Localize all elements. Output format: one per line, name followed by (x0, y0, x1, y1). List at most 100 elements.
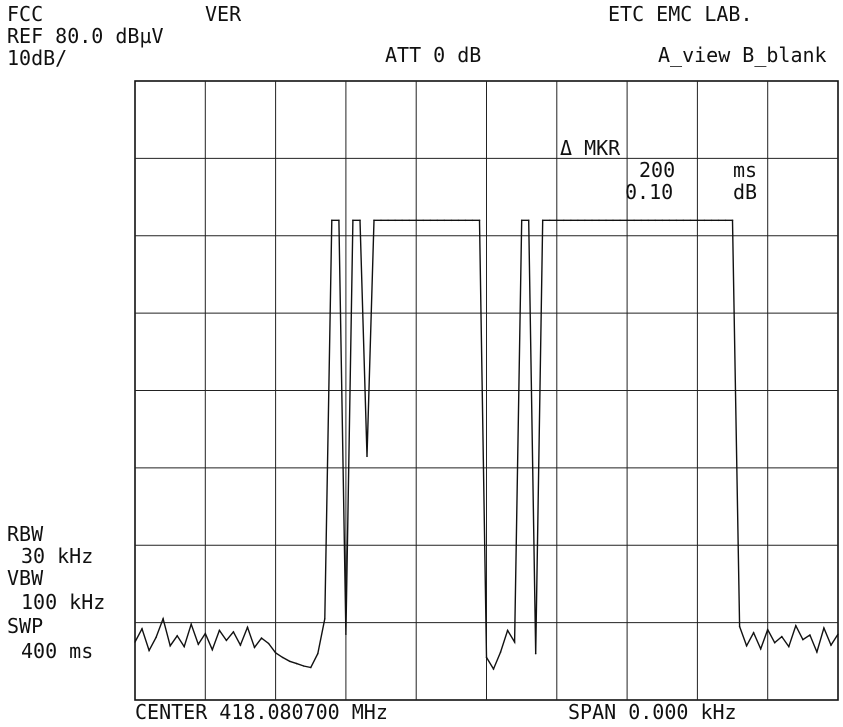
standard-label: FCC (7, 2, 44, 26)
trace-point (478, 219, 481, 222)
trace-point (598, 219, 600, 222)
trace-marks (134, 219, 839, 671)
trace-point (471, 219, 474, 222)
trace-point (724, 219, 727, 222)
trace-point (295, 662, 298, 665)
attenuation: ATT 0 dB (385, 43, 482, 67)
trace-point (436, 219, 439, 222)
trace-point (513, 641, 516, 643)
trace-point (766, 628, 769, 631)
trace-point (302, 665, 305, 667)
trace-point (605, 219, 607, 222)
trace-point (260, 637, 263, 639)
trace-point (781, 635, 783, 638)
trace-point (352, 219, 354, 222)
trace-point (267, 642, 270, 645)
trace-point (703, 219, 706, 222)
trace-point (429, 219, 432, 222)
trace-point (134, 641, 136, 643)
trace-point (274, 652, 277, 654)
trace-point (366, 455, 368, 458)
trace-point (176, 635, 178, 637)
plot-grid (135, 81, 838, 700)
trace-point (485, 656, 488, 659)
rbw-value: 30 kHz (21, 544, 94, 568)
trace-point (443, 219, 446, 222)
trace-point (345, 633, 347, 635)
trace-point (541, 219, 544, 222)
trace-point (499, 651, 502, 653)
trace-point (675, 219, 678, 222)
trace-point (359, 219, 361, 222)
delta-marker-time: 200 (639, 158, 676, 182)
trace-point (661, 219, 664, 222)
trace-point (654, 219, 656, 222)
trace-point (394, 219, 396, 222)
trace-point (506, 629, 509, 632)
reference-level: REF 80.0 dBµV (7, 24, 164, 48)
trace-point (450, 219, 453, 222)
trace-point (647, 219, 649, 222)
trace-point (520, 219, 523, 222)
trace-point (773, 641, 776, 644)
trace-point (415, 219, 418, 222)
vbw-label: VBW (7, 566, 44, 590)
trace-point (225, 639, 228, 642)
trace-point (619, 219, 621, 222)
trace-point (169, 645, 171, 647)
trace-point (612, 219, 614, 222)
trace-point (401, 219, 403, 222)
trace-point (823, 627, 825, 629)
trace-point (570, 219, 572, 222)
swp-label: SWP (7, 614, 44, 638)
trace-point (218, 629, 221, 632)
trace-point (148, 649, 150, 652)
trace-point (640, 219, 642, 222)
trace-point (689, 219, 692, 222)
lab-name: ETC EMC LAB. (608, 2, 753, 26)
trace-point (534, 652, 537, 655)
swp-value: 400 ms (21, 639, 94, 663)
trace-point (324, 618, 326, 620)
trace-point (288, 660, 291, 663)
frequency-span: SPAN 0.000 kHz (568, 700, 737, 724)
trace-point (802, 638, 804, 641)
trace-point (752, 631, 755, 634)
trace-point (380, 219, 382, 222)
delta-marker-level: 0.10 (625, 180, 674, 204)
trace-point (788, 645, 790, 648)
trace-point (816, 651, 818, 653)
trace-point (668, 219, 671, 222)
trace-point (281, 656, 284, 659)
trace-point (317, 652, 319, 655)
trace-point (626, 219, 628, 222)
trace-point (717, 219, 720, 222)
trace-point (232, 631, 235, 633)
trace-point (155, 636, 157, 639)
trace-point (408, 219, 411, 222)
trace-point (563, 219, 565, 222)
trace-mode: A_view B_blank (658, 43, 827, 67)
rbw-label: RBW (7, 522, 44, 546)
trace-point (464, 219, 467, 222)
trace-point (549, 219, 551, 222)
trace-point (190, 623, 192, 625)
trace-point (338, 219, 340, 222)
trace-point (310, 666, 312, 669)
trace-point (457, 219, 460, 222)
trace-point (253, 646, 256, 649)
trace-point (373, 219, 375, 222)
trace-point (633, 219, 635, 222)
vbw-value: 100 kHz (21, 590, 106, 614)
trace-point (197, 643, 200, 646)
trace-point (710, 219, 713, 222)
trace-point (211, 648, 214, 651)
trace-point (204, 632, 207, 635)
trace-point (331, 219, 333, 222)
trace-point (492, 668, 495, 670)
trace-point (246, 626, 249, 629)
trace-point (422, 219, 425, 222)
trace-point (183, 645, 185, 648)
trace-point (239, 644, 242, 646)
